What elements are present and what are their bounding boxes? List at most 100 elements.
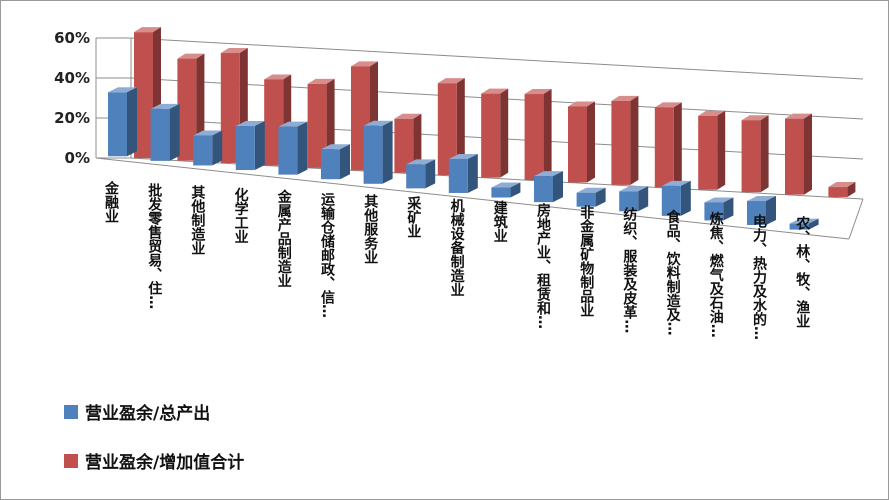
gridline xyxy=(130,37,864,80)
bar-series-1-side xyxy=(680,180,691,216)
bar-series-1-front xyxy=(193,135,213,166)
bar-series-2-front xyxy=(220,53,240,164)
bar-series-2-top xyxy=(654,102,682,108)
bar-series-1-top xyxy=(619,186,649,192)
bar-series-1-front xyxy=(363,125,383,184)
bar-series-1-top xyxy=(150,103,180,109)
bar-series-2 xyxy=(437,78,465,176)
bar-series-2-top xyxy=(785,113,812,119)
bar-series-1 xyxy=(704,197,734,221)
bar-series-2-side xyxy=(673,102,682,188)
bar-series-1 xyxy=(193,130,223,166)
bar-series-1 xyxy=(150,103,180,161)
bar-series-1-top xyxy=(789,218,819,224)
bar-series-1-top xyxy=(576,187,606,193)
x-tick-label: 金属产品制造业 xyxy=(276,189,293,288)
bar-series-2-front xyxy=(437,83,457,176)
bar-series-1-front xyxy=(704,202,724,221)
bar-series-1 xyxy=(278,121,308,175)
x-tick-label: 采矿业 xyxy=(405,196,422,239)
bar-series-1 xyxy=(789,218,819,230)
x-tick-label: 运输仓储邮政、信… xyxy=(319,192,336,318)
bar-series-1 xyxy=(448,153,478,193)
bar-series-1 xyxy=(619,186,649,212)
bar-series-1-front xyxy=(789,223,809,230)
bar-series-1-front xyxy=(448,158,468,193)
bar-series-1-side xyxy=(212,130,223,166)
bar-series-1-side xyxy=(169,103,180,161)
bar-series-1 xyxy=(406,159,436,189)
x-tick-label: 纺织、服装及皮革… xyxy=(621,207,638,334)
bar-series-2-front xyxy=(307,83,327,168)
bar-series-1-top xyxy=(661,180,691,186)
x-tick-label: 机械设备制造业 xyxy=(449,198,466,297)
bar-series-1-front xyxy=(576,192,596,207)
bar-series-2-top xyxy=(481,88,509,94)
x-tick-label: 批发零售贸易、住… xyxy=(146,183,163,310)
bar-series-2 xyxy=(394,113,422,173)
bar-series-1-front xyxy=(661,185,681,216)
bar-series-1-side xyxy=(127,87,137,157)
bar-series-1-top xyxy=(235,121,265,127)
bar-series-2 xyxy=(611,95,639,185)
bar-series-2-top xyxy=(828,182,856,188)
bar-series-2-front xyxy=(481,93,501,178)
bar-series-1-side xyxy=(425,159,436,189)
bar-series-2-side xyxy=(500,88,509,178)
bar-series-1-side xyxy=(808,218,819,230)
bar-series-2-front xyxy=(654,107,674,188)
bar-series-2-side xyxy=(717,110,726,190)
x-tick-label: 建筑业 xyxy=(492,200,508,243)
bar-series-1 xyxy=(576,187,606,207)
bar-series-1-top xyxy=(406,159,436,165)
bar-series-2-side xyxy=(543,89,552,181)
x-tick-label: 非金属矿物制品业 xyxy=(578,205,595,318)
bar-series-1 xyxy=(747,196,776,226)
legend-label-series-2: 营业盈余/增加值合计 xyxy=(85,452,244,473)
y-tick-label: 0% xyxy=(65,149,90,167)
bar-series-1-side xyxy=(254,121,265,171)
bars-layer xyxy=(108,27,856,230)
bar-series-2 xyxy=(828,182,856,198)
bar-series-2 xyxy=(568,101,595,183)
bar-series-1-top xyxy=(278,121,308,127)
bar-series-1-side xyxy=(638,186,649,212)
y-tick-label: 60% xyxy=(54,29,90,47)
bar-series-1 xyxy=(321,144,350,180)
x-tick-label: 炼焦、燃气及石油… xyxy=(708,211,725,338)
bar-series-2-front xyxy=(134,32,153,159)
bar-series-1 xyxy=(235,121,265,171)
bar-series-2-front xyxy=(741,120,761,193)
bar-series-1-side xyxy=(340,144,350,180)
bar-series-2 xyxy=(524,89,552,181)
bar-series-1-front xyxy=(491,187,511,198)
bar-series-1-side xyxy=(467,153,478,193)
y-tick-label: 40% xyxy=(54,69,90,87)
bar-series-1-side xyxy=(766,196,776,226)
bar-series-2-top xyxy=(351,61,378,67)
bar-series-2-top xyxy=(177,53,205,59)
bar-series-1-side xyxy=(723,197,734,221)
bar-series-2-top xyxy=(741,115,769,121)
bar-series-1-front xyxy=(406,164,426,189)
bar-series-1-front xyxy=(619,191,639,212)
bar-series-2-top xyxy=(524,89,552,95)
x-tick-label: 电力、热力及水的… xyxy=(751,213,767,340)
bar-series-2 xyxy=(481,88,509,178)
bar-series-2-top xyxy=(611,95,639,101)
bar-series-2-front xyxy=(524,94,544,181)
bar-series-1-side xyxy=(382,120,393,184)
bar-series-1 xyxy=(108,87,137,157)
bar-series-1-side xyxy=(553,171,563,203)
bar-series-2-front xyxy=(611,100,631,185)
bar-series-2-side xyxy=(587,101,595,183)
bar-series-1-top xyxy=(448,153,478,159)
bar-series-1-top xyxy=(363,120,393,126)
bar-series-2-front xyxy=(394,118,414,173)
x-tick-label: 化学工业 xyxy=(233,187,249,244)
x-tick-label: 金融业 xyxy=(103,180,120,223)
bar-series-2-front xyxy=(828,187,848,198)
bar-series-2-top xyxy=(134,27,161,33)
bar-series-2-top xyxy=(394,113,422,119)
